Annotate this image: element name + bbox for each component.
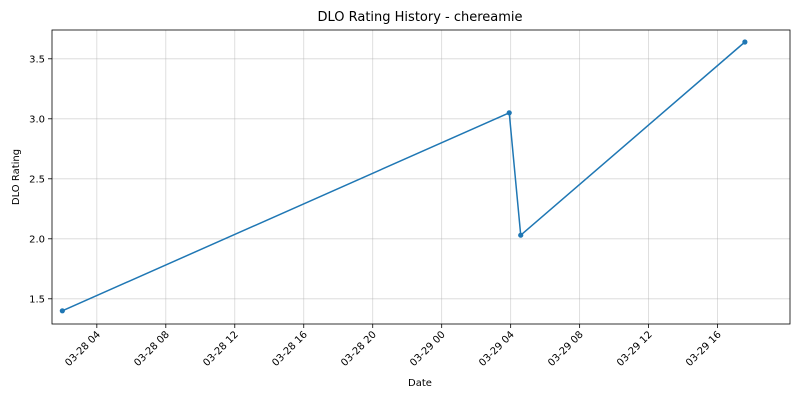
grid-lines (52, 30, 790, 324)
y-tick-label: 2.5 (29, 174, 45, 185)
y-tick-label: 3.5 (29, 54, 45, 65)
y-axis: 1.5 2.0 2.5 3.0 3.5 (29, 54, 52, 305)
data-point (59, 308, 65, 314)
x-axis-label: Date (408, 378, 432, 389)
data-point (518, 232, 524, 238)
y-tick-label: 2.0 (29, 234, 45, 245)
y-axis-label: DLO Rating (11, 149, 22, 205)
data-point (506, 110, 512, 116)
y-tick-label: 3.0 (29, 114, 45, 125)
plot-frame (51, 29, 791, 325)
series-layer (59, 39, 748, 314)
chart-title: DLO Rating History - chereamie (317, 10, 522, 25)
series-line (62, 41, 746, 312)
y-tick-label: 1.5 (29, 294, 45, 305)
data-point (742, 39, 748, 45)
